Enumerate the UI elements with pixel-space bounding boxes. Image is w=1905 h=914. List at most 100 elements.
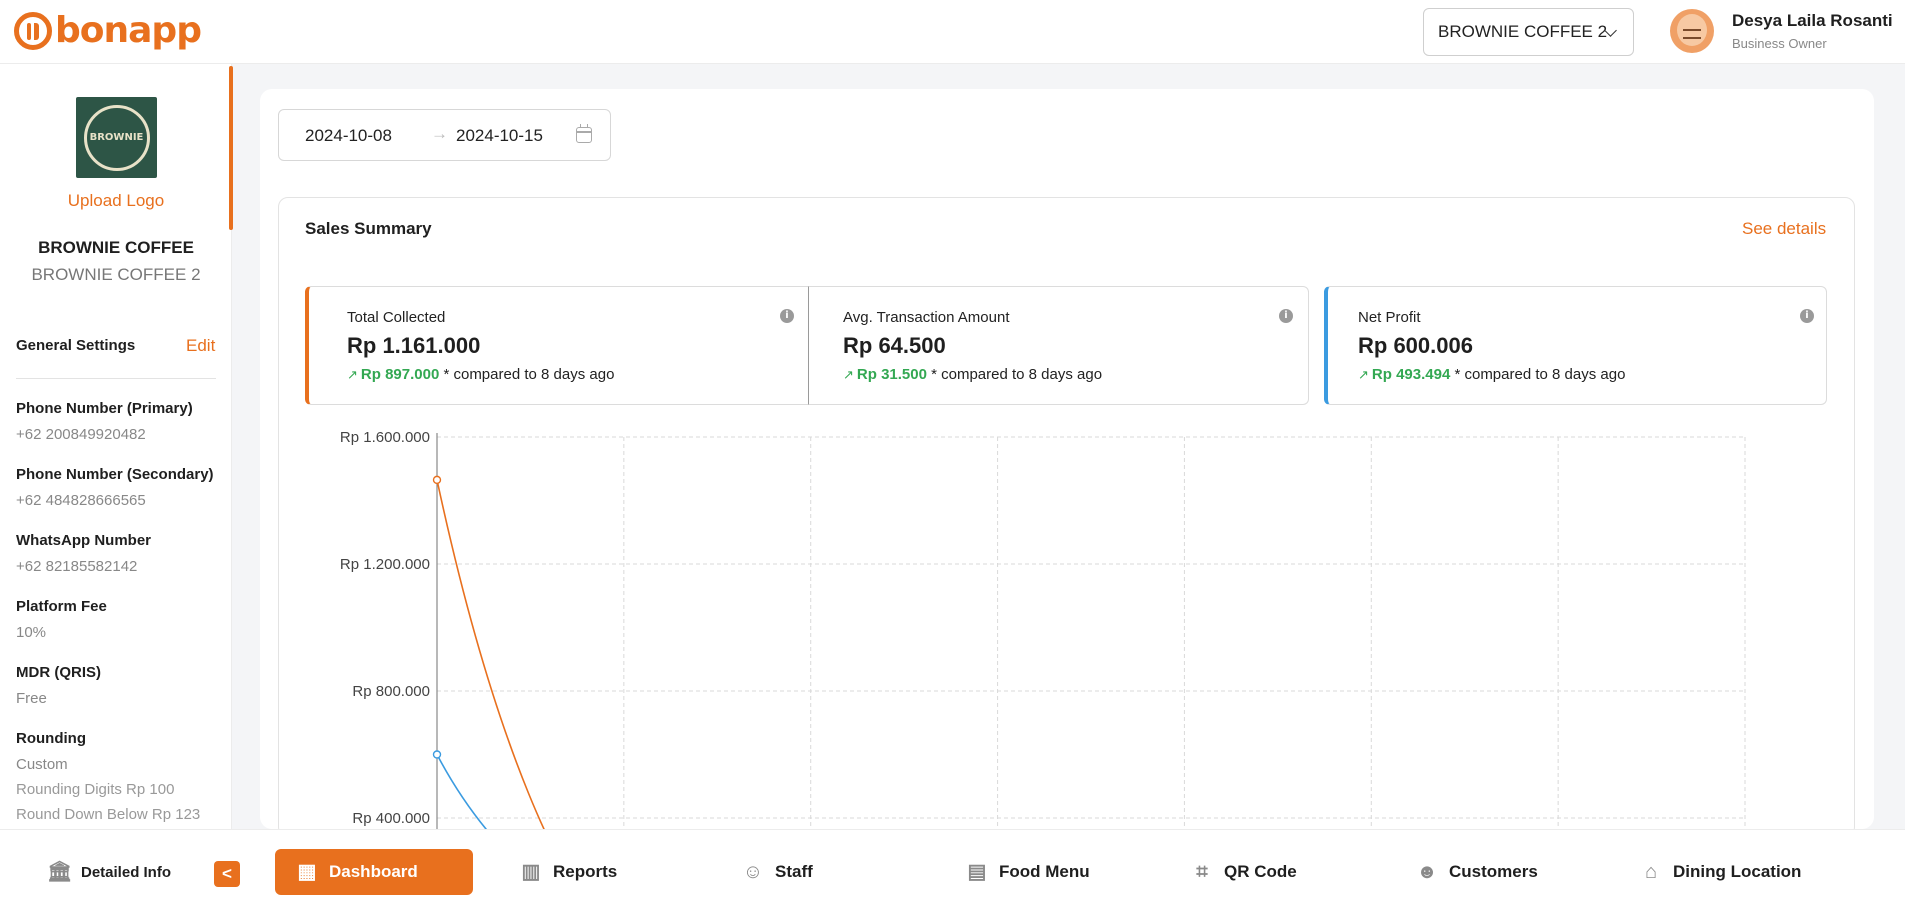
- stat-label: Total Collected: [347, 309, 446, 326]
- outlet-select-value: BROWNIE COFFEE 2: [1438, 22, 1608, 41]
- date-start[interactable]: 2024-10-08: [305, 126, 392, 145]
- sales-line-chart: Rp 1.600.000 Rp 1.200.000 Rp 800.000 Rp 400…: [280, 420, 1810, 830]
- general-settings-title: General Settings: [16, 337, 136, 354]
- setting-value: +62 484828666565: [16, 492, 146, 509]
- setting-label: Phone Number (Primary): [16, 400, 193, 417]
- edit-settings-button[interactable]: Edit: [186, 336, 216, 355]
- customers-icon: ☻: [1416, 861, 1438, 883]
- info-icon[interactable]: i: [1800, 309, 1814, 323]
- series-line: [436, 754, 488, 830]
- dashboard-icon: ▦: [297, 861, 317, 883]
- user-role: Business Owner: [1732, 36, 1827, 51]
- bonapp-logo[interactable]: bonapp: [14, 10, 202, 51]
- store-icon: ⌂: [1644, 861, 1658, 883]
- avatar: [1670, 9, 1714, 53]
- y-tick-label: Rp 400.000: [352, 810, 430, 827]
- setting-label: Rounding: [16, 730, 86, 747]
- y-tick-label: Rp 1.200.000: [340, 556, 430, 573]
- calendar-icon[interactable]: [576, 124, 592, 143]
- setting-whatsapp: WhatsApp Number +62 82185582142: [16, 532, 151, 575]
- setting-label: MDR (QRIS): [16, 664, 101, 681]
- bar-chart-icon: ▥: [521, 861, 541, 883]
- nav-staff[interactable]: ☺ Staff: [741, 849, 813, 895]
- detailed-info-button[interactable]: 🏛 Detailed Info: [47, 849, 171, 895]
- see-details-link[interactable]: See details: [1742, 219, 1827, 238]
- setting-phone-primary: Phone Number (Primary) +62 200849920482: [16, 400, 193, 443]
- outlet-name: BROWNIE COFFEE 2: [31, 265, 201, 284]
- data-point: [432, 475, 442, 485]
- nav-dashboard[interactable]: ▦ Dashboard: [275, 849, 473, 895]
- setting-label: WhatsApp Number: [16, 532, 151, 549]
- stat-compare-text: * compared to 8 days ago: [443, 366, 615, 383]
- setting-label: Platform Fee: [16, 598, 107, 615]
- nav-qr-code[interactable]: ⌗ QR Code: [1190, 849, 1297, 895]
- setting-value: +62 82185582142: [16, 558, 138, 575]
- trend-up-icon: ↗: [843, 367, 854, 382]
- stat-diff-value: Rp 897.000: [360, 366, 440, 383]
- stat-label: Net Profit: [1358, 309, 1421, 326]
- info-icon[interactable]: i: [780, 309, 794, 323]
- divider: [16, 378, 216, 379]
- trend-up-icon: ↗: [1358, 367, 1369, 382]
- stat-comparison: ↗ Rp 493.494 * compared to 8 days ago: [1358, 366, 1625, 383]
- stat-diff-value: Rp 31.500: [856, 366, 927, 383]
- user-profile[interactable]: Desya Laila Rosanti Business Owner: [1670, 9, 1893, 53]
- y-tick-label: Rp 800.000: [352, 683, 430, 700]
- info-icon[interactable]: i: [1279, 309, 1293, 323]
- sidebar-scroll-accent: [229, 66, 233, 230]
- sales-chart-svg: Rp 1.600.000 Rp 1.200.000 Rp 800.000 Rp 400…: [340, 429, 1746, 830]
- nav-label: Customers: [1449, 862, 1538, 881]
- upload-logo-link[interactable]: Upload Logo: [67, 191, 165, 210]
- setting-platform-fee: Platform Fee 10%: [16, 598, 107, 641]
- nav-label: Dashboard: [329, 862, 418, 881]
- nav-label: Dining Location: [1673, 862, 1802, 881]
- stat-net-profit: Net Profit Rp 600.006 ↗ Rp 493.494 * comp…: [1324, 286, 1827, 405]
- setting-value: Free: [16, 690, 47, 707]
- nav-food-menu[interactable]: ▤ Food Menu: [965, 849, 1090, 895]
- store-seal-text: BROWNIE: [89, 132, 144, 143]
- store-seal: BROWNIE: [83, 104, 150, 171]
- trend-up-icon: ↗: [347, 367, 358, 382]
- stat-diff-value: Rp 493.494: [1371, 366, 1451, 383]
- nav-reports[interactable]: ▥ Reports: [519, 849, 618, 895]
- user-name: Desya Laila Rosanti: [1732, 11, 1893, 30]
- date-range-picker[interactable]: 2024-10-08 → 2024-10-15: [278, 109, 611, 161]
- setting-label: Phone Number (Secondary): [16, 466, 214, 483]
- top-header: bonapp BROWNIE COFFEE 2 Desya Laila Rosa…: [0, 0, 1905, 64]
- user-icon: ☺: [742, 861, 764, 883]
- nav-label: Food Menu: [999, 862, 1090, 881]
- menu-icon: ▤: [967, 861, 987, 883]
- detailed-info-label: Detailed Info: [81, 863, 172, 881]
- nav-label: Staff: [775, 862, 813, 881]
- nav-dining-location[interactable]: ⌂ Dining Location: [1639, 849, 1801, 895]
- y-tick-label: Rp 1.600.000: [340, 429, 430, 446]
- store-icon: 🏛: [47, 861, 73, 883]
- setting-value: 10%: [16, 624, 47, 641]
- nav-customers[interactable]: ☻ Customers: [1415, 849, 1538, 895]
- setting-detail: Rounding Digits Rp 100: [16, 781, 175, 798]
- bottom-navigation: 🏛 Detailed Info < ▦ Dashboard ▥ Reports …: [0, 829, 1905, 914]
- stat-value: Rp 1.161.000: [347, 333, 481, 358]
- user-info: Desya Laila Rosanti Business Owner: [1732, 11, 1893, 51]
- date-end[interactable]: 2024-10-15: [456, 126, 543, 145]
- store-logo-image: BROWNIE: [76, 97, 157, 178]
- outlet-select[interactable]: BROWNIE COFFEE 2: [1423, 8, 1634, 56]
- stat-label: Avg. Transaction Amount: [843, 309, 1010, 326]
- setting-value: Custom: [16, 756, 68, 773]
- stat-avg-transaction: Avg. Transaction Amount Rp 64.500 ↗ Rp 31…: [808, 286, 1309, 405]
- nav-label: Reports: [553, 862, 618, 881]
- stat-value: Rp 64.500: [843, 333, 946, 358]
- logo-text: bonapp: [55, 10, 202, 51]
- setting-mdr: MDR (QRIS) Free: [16, 664, 101, 707]
- logo-mark-icon: [14, 11, 52, 50]
- nav-label: QR Code: [1224, 862, 1297, 881]
- data-point: [432, 750, 442, 759]
- setting-value: +62 200849920482: [16, 426, 146, 443]
- collapse-sidebar-button[interactable]: <: [214, 861, 240, 887]
- sales-summary-title: Sales Summary: [305, 219, 432, 238]
- stat-comparison: ↗ Rp 897.000 * compared to 8 days ago: [347, 366, 614, 383]
- stat-comparison: ↗ Rp 31.500 * compared to 8 days ago: [843, 366, 1102, 383]
- stat-value: Rp 600.006: [1358, 333, 1473, 358]
- arrow-right-icon: →: [431, 124, 448, 143]
- sidebar: BROWNIE Upload Logo BROWNIE COFFEE BROWN…: [0, 64, 232, 829]
